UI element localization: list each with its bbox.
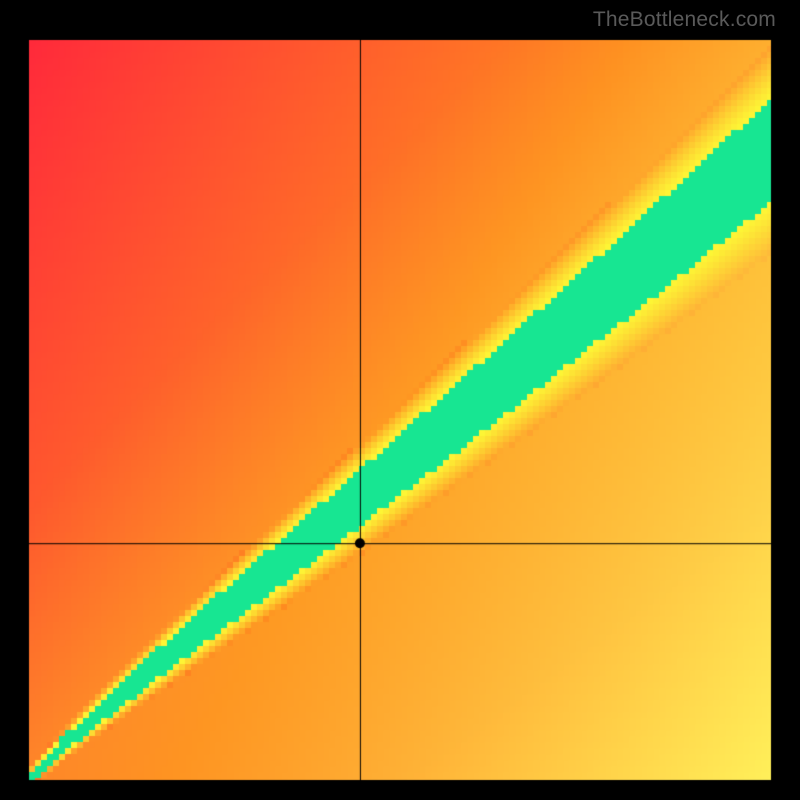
heatmap-canvas: [0, 0, 800, 800]
bottleneck-heatmap: [0, 0, 800, 805]
watermark-text: TheBottleneck.com: [593, 8, 776, 32]
